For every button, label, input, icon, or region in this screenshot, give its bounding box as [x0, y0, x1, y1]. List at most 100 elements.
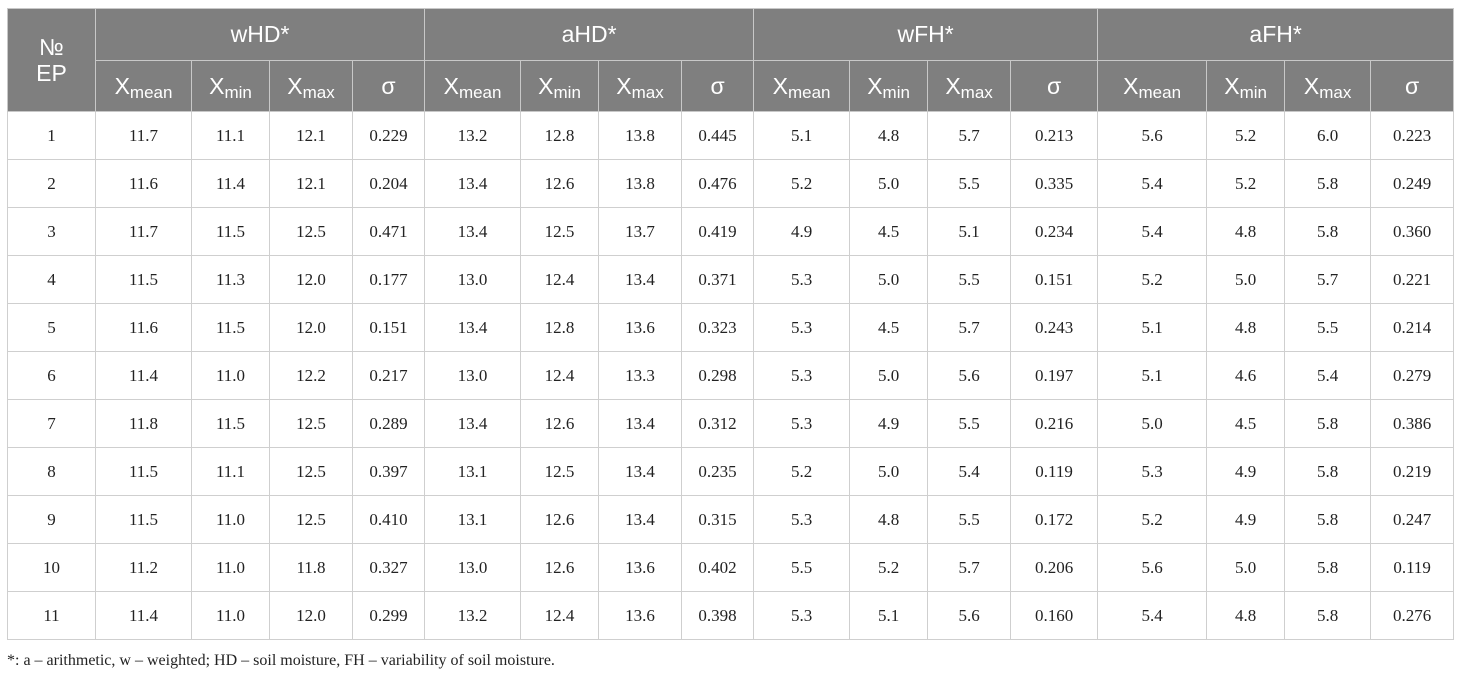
- value-cell: 5.1: [849, 591, 929, 640]
- value-cell: 0.151: [1010, 255, 1099, 304]
- value-cell: 5.7: [927, 303, 1012, 352]
- value-cell: 4.8: [1206, 207, 1286, 256]
- value-cell: 13.4: [424, 207, 522, 256]
- value-cell: 12.6: [520, 159, 600, 208]
- value-cell: 11.7: [95, 111, 192, 160]
- ep-number-cell: 1: [7, 111, 96, 160]
- header-ep-symbol: №: [39, 34, 64, 60]
- value-cell: 13.4: [424, 159, 522, 208]
- value-cell: 5.3: [1097, 447, 1208, 496]
- header-stat-symbol: X: [945, 72, 961, 99]
- value-cell: 5.5: [927, 495, 1012, 544]
- header-group: aFH*: [1097, 8, 1455, 61]
- ep-number-cell: 9: [7, 495, 96, 544]
- value-cell: 5.2: [1206, 111, 1286, 160]
- header-stat-symbol: σ: [1046, 72, 1062, 99]
- header-stat-subscript: min: [224, 82, 252, 102]
- header-stat: σ: [681, 60, 755, 112]
- header-stat: Xmax: [598, 60, 683, 112]
- value-cell: 13.4: [424, 399, 522, 448]
- value-cell: 13.6: [598, 543, 683, 592]
- ep-number-cell: 6: [7, 351, 96, 400]
- header-stat-subscript: min: [882, 82, 910, 102]
- value-cell: 4.9: [1206, 447, 1286, 496]
- header-stat: Xmin: [1206, 60, 1286, 112]
- value-cell: 12.4: [520, 591, 600, 640]
- ep-number-cell: 5: [7, 303, 96, 352]
- table-body: 1 11.7 11.1 12.1 0.229 13.2 12.8 13.8 0.445 5.1 4.…: [7, 111, 1455, 640]
- ep-number-cell: 3: [7, 207, 96, 256]
- table-row: 4 11.5 11.3 12.0 0.177 13.0 12.4 13.4 0.371 5.3 5.…: [7, 255, 1455, 304]
- value-cell: 5.4: [927, 447, 1012, 496]
- header-stat: Xmean: [1097, 60, 1208, 112]
- header-stat-subscript: max: [1319, 82, 1352, 102]
- value-cell: 5.0: [849, 351, 929, 400]
- value-cell: 0.298: [681, 351, 755, 400]
- header-stat-subscript: mean: [787, 82, 831, 102]
- header-stat-symbol: X: [1123, 72, 1139, 99]
- header-stat-subscript: mean: [458, 82, 502, 102]
- table-row: 5 11.6 11.5 12.0 0.151 13.4 12.8 13.6 0.323 5.3 4.…: [7, 303, 1455, 352]
- value-cell: 5.8: [1284, 447, 1372, 496]
- value-cell: 5.4: [1097, 591, 1208, 640]
- value-cell: 0.299: [351, 591, 426, 640]
- header-stat-symbol: X: [1224, 72, 1240, 99]
- value-cell: 11.5: [191, 207, 270, 256]
- table-row: 7 11.8 11.5 12.5 0.289 13.4 12.6 13.4 0.312 5.3 4.…: [7, 399, 1455, 448]
- header-row-groups: № EP wHD* aHD* wFH* aFH*: [7, 8, 1455, 112]
- header-stat-symbol: X: [538, 72, 554, 99]
- value-cell: 13.0: [424, 351, 522, 400]
- value-cell: 5.0: [1206, 543, 1286, 592]
- value-cell: 5.5: [927, 159, 1012, 208]
- value-cell: 13.4: [598, 399, 683, 448]
- value-cell: 5.4: [1097, 207, 1208, 256]
- value-cell: 12.6: [520, 543, 600, 592]
- value-cell: 0.360: [1370, 207, 1455, 256]
- value-cell: 0.177: [351, 255, 426, 304]
- value-cell: 5.3: [753, 399, 851, 448]
- header-stat: Xmin: [520, 60, 600, 112]
- value-cell: 5.2: [753, 159, 851, 208]
- value-cell: 5.1: [927, 207, 1012, 256]
- value-cell: 5.8: [1284, 495, 1372, 544]
- value-cell: 11.5: [191, 399, 270, 448]
- value-cell: 11.1: [191, 111, 270, 160]
- header-group: wFH*: [753, 8, 1099, 61]
- value-cell: 13.4: [598, 255, 683, 304]
- value-cell: 4.9: [753, 207, 851, 256]
- value-cell: 0.410: [351, 495, 426, 544]
- value-cell: 5.7: [1284, 255, 1372, 304]
- value-cell: 0.419: [681, 207, 755, 256]
- header-stat-symbol: σ: [1405, 72, 1420, 99]
- value-cell: 12.0: [269, 255, 353, 304]
- value-cell: 0.206: [1010, 543, 1099, 592]
- header-stat: Xmin: [191, 60, 270, 112]
- table-row: 11 11.4 11.0 12.0 0.299 13.2 12.4 13.6 0.398 5.3 5…: [7, 591, 1455, 640]
- table-container: № EP wHD* aHD* wFH* aFH* Xmean Xmin Xmax σ X…: [7, 8, 1455, 640]
- value-cell: 5.0: [1206, 255, 1286, 304]
- value-cell: 5.1: [1097, 351, 1208, 400]
- value-cell: 0.223: [1370, 111, 1455, 160]
- value-cell: 11.0: [191, 591, 270, 640]
- header-stat-subscript: min: [1239, 82, 1267, 102]
- header-stat: Xmax: [927, 60, 1012, 112]
- table-row: 3 11.7 11.5 12.5 0.471 13.4 12.5 13.7 0.419 4.9 4.…: [7, 207, 1455, 256]
- footnote: *: a – arithmetic, w – weighted; HD – so…: [7, 652, 555, 669]
- value-cell: 0.445: [681, 111, 755, 160]
- value-cell: 5.7: [927, 543, 1012, 592]
- header-group: wHD*: [94, 8, 426, 61]
- value-cell: 12.8: [520, 111, 600, 160]
- value-cell: 13.8: [598, 159, 683, 208]
- value-cell: 5.2: [1097, 255, 1208, 304]
- value-cell: 0.217: [351, 351, 426, 400]
- ep-number-cell: 2: [7, 159, 96, 208]
- value-cell: 13.3: [598, 351, 683, 400]
- value-cell: 12.5: [269, 495, 353, 544]
- value-cell: 11.0: [191, 543, 270, 592]
- table-header: № EP wHD* aHD* wFH* aFH* Xmean Xmin Xmax σ X…: [7, 8, 1455, 112]
- header-stat-subscript: min: [553, 82, 581, 102]
- value-cell: 5.6: [1097, 543, 1208, 592]
- value-cell: 5.0: [849, 255, 929, 304]
- table-row: 8 11.5 11.1 12.5 0.397 13.1 12.5 13.4 0.235 5.2 5.…: [7, 447, 1455, 496]
- value-cell: 12.5: [269, 447, 353, 496]
